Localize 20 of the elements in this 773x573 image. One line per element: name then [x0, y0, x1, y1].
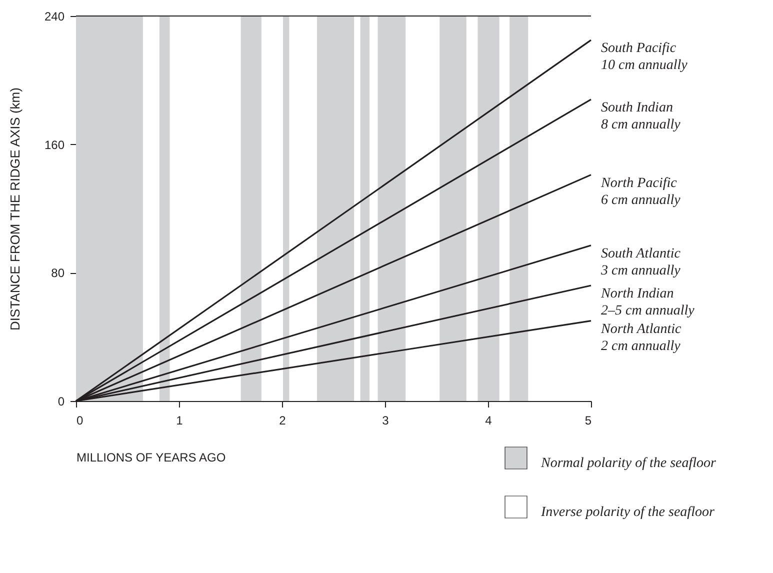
x-tick-label: 3 [382, 414, 390, 428]
x-tick-label: 0 [76, 414, 84, 428]
text: Inverse polarity of the seafloor [540, 505, 715, 520]
x-axis-title: MILLIONS OF YEARS AGO [76, 450, 226, 464]
x-tick-label: 2 [279, 414, 286, 428]
x-tick-label: 5 [584, 414, 592, 428]
legend-label: Normal polarity of the seafloor [540, 456, 717, 471]
x-tick-label: 4 [485, 414, 492, 428]
series-label: North Pacific 6 cm annually [600, 176, 682, 208]
y-tick-label: 240 [44, 10, 65, 24]
series-label: North Atlantic 2 cm annually [600, 322, 682, 354]
y-axis-title: DISTANCE FROM THE RIDGE AXIS (km) [7, 88, 22, 330]
y-tick-label: 0 [58, 394, 65, 408]
x-tick-label: 1 [176, 414, 184, 428]
y-tick-label: 80 [51, 266, 65, 280]
series-label: South Atlantic 3 cm annually [600, 246, 682, 278]
series-label: South Indian 8 cm annually [601, 100, 682, 132]
y-tick-label: 160 [44, 138, 65, 152]
series-label: South Pacific 10 cm annually [601, 41, 688, 74]
series-label: North Indian 2–5 cm annually [600, 286, 696, 318]
